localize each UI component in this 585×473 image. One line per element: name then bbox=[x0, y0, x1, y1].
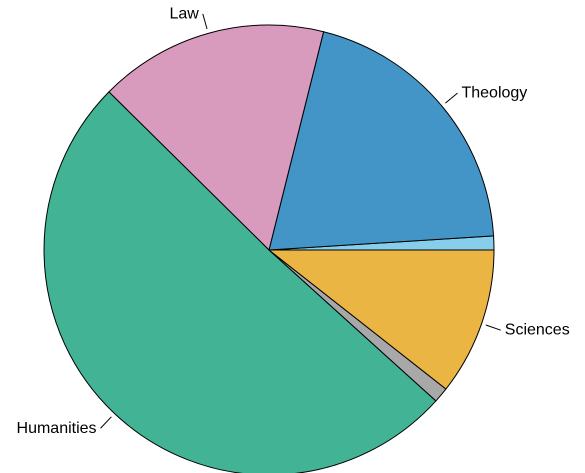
leader-line-theology bbox=[445, 92, 458, 104]
leader-line-law bbox=[202, 13, 208, 30]
pie-slice-theology bbox=[268, 31, 495, 251]
pie-slice-humanities bbox=[43, 91, 437, 473]
leader-line-sciences bbox=[485, 324, 501, 331]
slice-label-humanities: Humanities bbox=[17, 420, 97, 437]
leader-line-humanities bbox=[100, 416, 112, 429]
slice-label-theology: Theology bbox=[461, 85, 527, 102]
slice-label-sciences: Sciences bbox=[505, 322, 570, 339]
slice-label-law: Law bbox=[169, 5, 199, 22]
slices-layer bbox=[43, 24, 495, 473]
pie-slice-law bbox=[108, 24, 325, 251]
pie-slice-sciences bbox=[267, 249, 495, 390]
labels-layer: Theology Law Humanities Sciences bbox=[17, 5, 570, 436]
